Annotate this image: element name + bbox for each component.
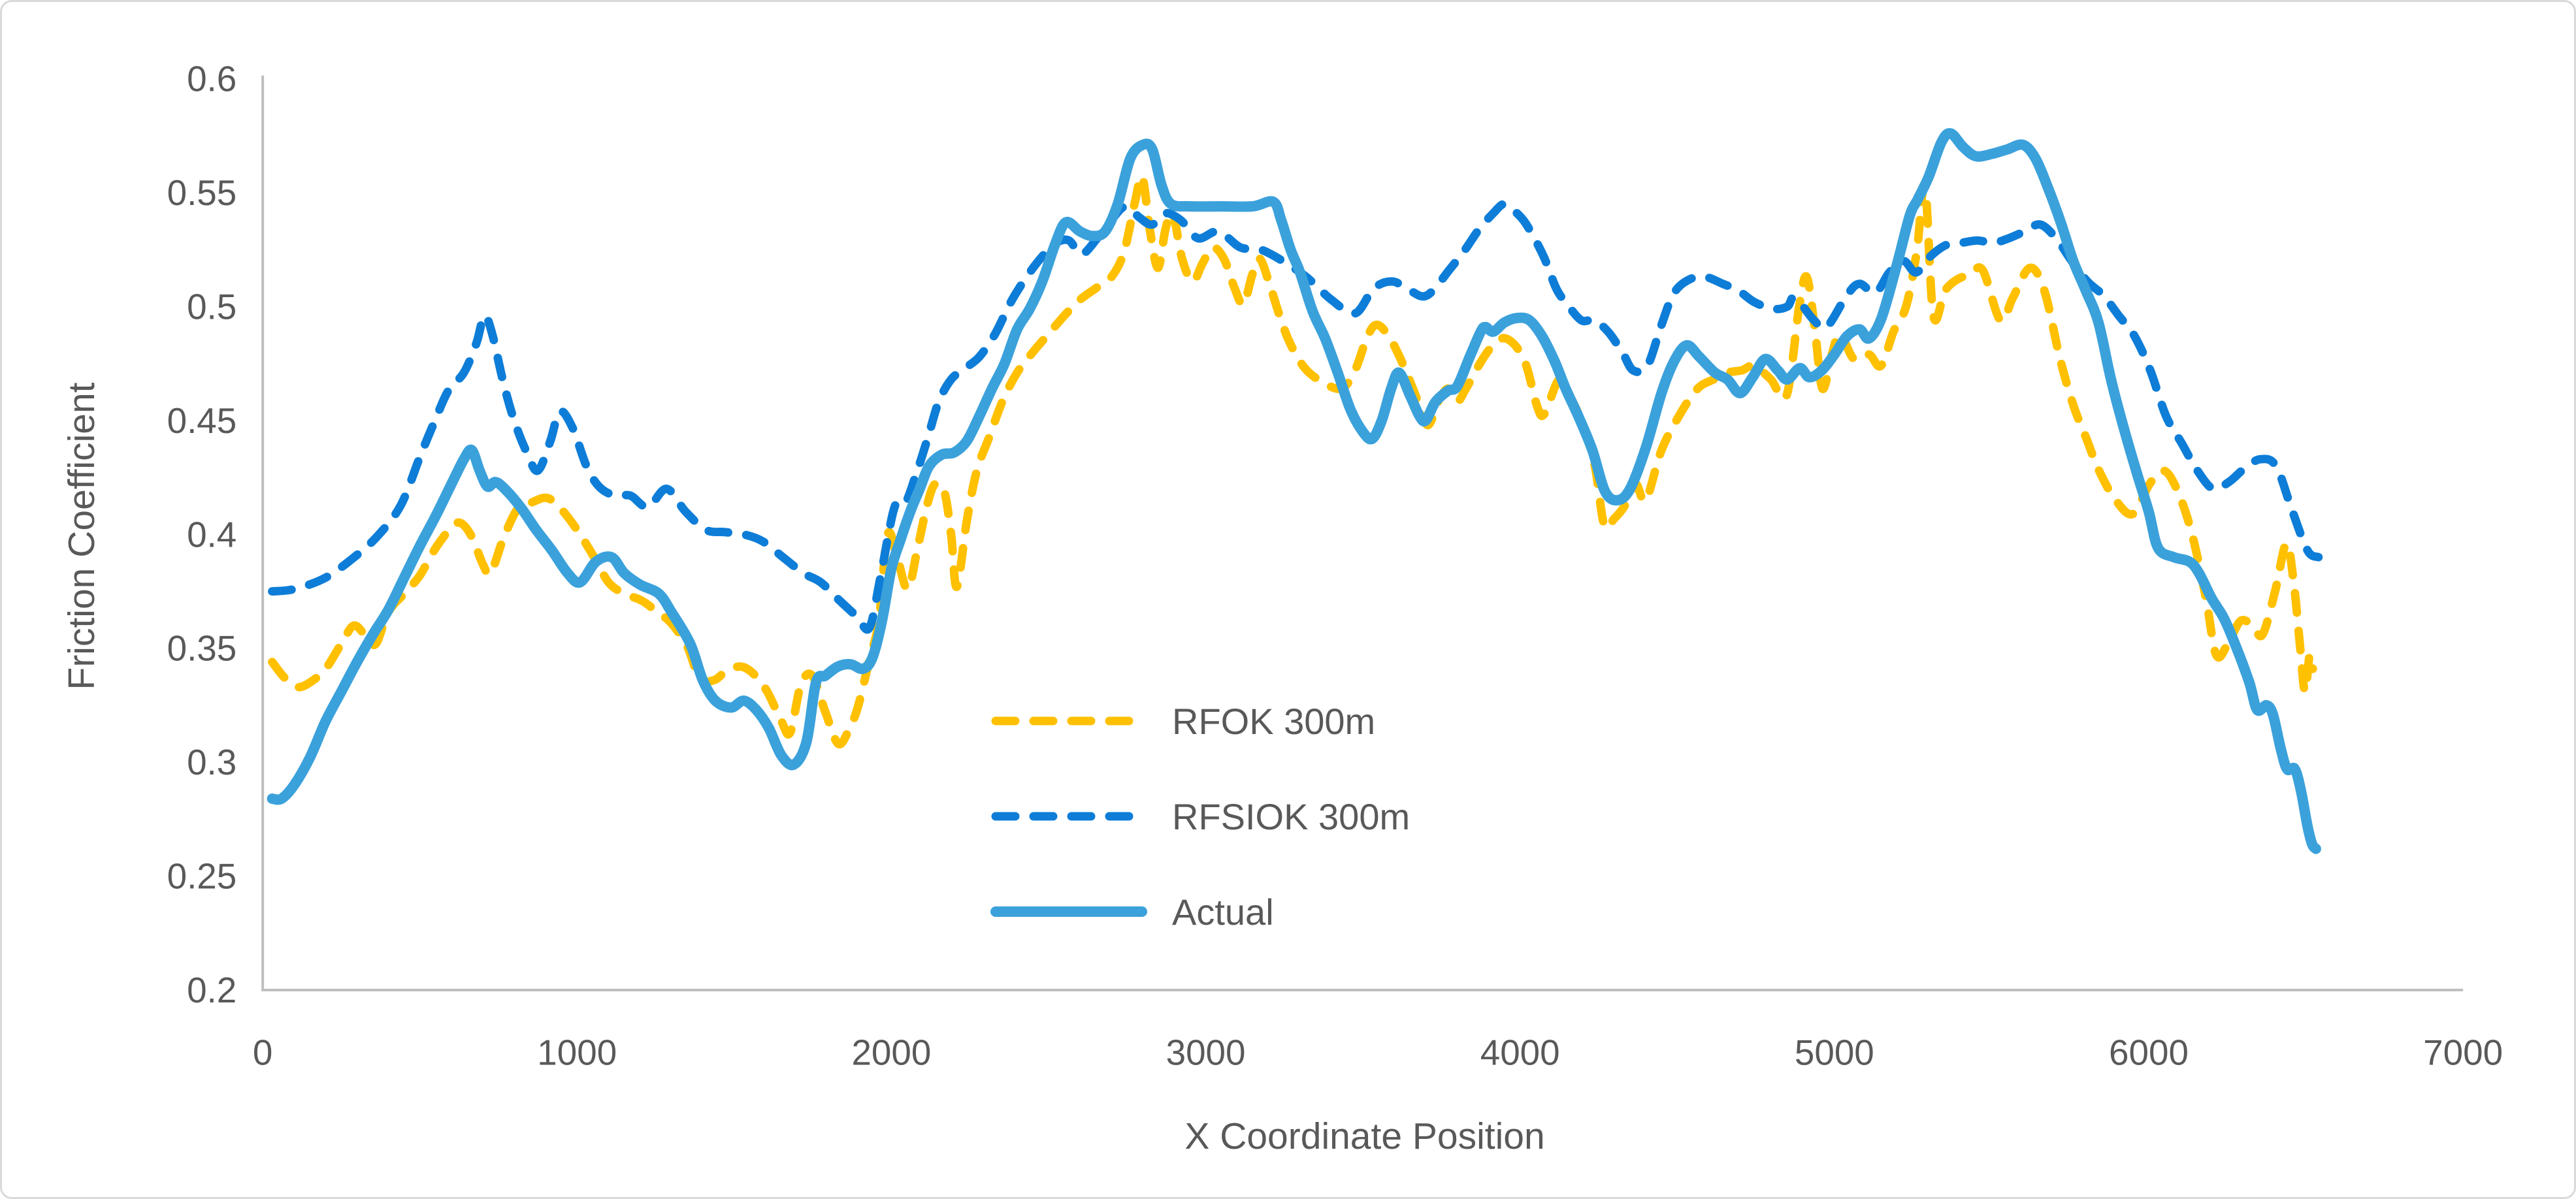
y-tick-label: 0.6: [187, 59, 236, 99]
legend: RFOK 300m RFSIOK 300m Actual: [990, 673, 1410, 959]
legend-swatch-solid-line-icon: [990, 906, 1147, 917]
legend-label: RFOK 300m: [1172, 700, 1376, 742]
x-tick-label: 0: [253, 1032, 272, 1073]
y-tick-label: 0.4: [187, 514, 236, 554]
legend-label: RFSIOK 300m: [1172, 795, 1410, 837]
x-tick-label: 5000: [1795, 1032, 1874, 1073]
legend-item-rfsiok-300m: RFSIOK 300m: [990, 769, 1410, 864]
legend-item-rfok-300m: RFOK 300m: [990, 673, 1410, 769]
x-tick-label: 1000: [537, 1032, 617, 1073]
x-tick-label: 4000: [1480, 1032, 1560, 1073]
x-tick-label: 7000: [2423, 1032, 2503, 1073]
series-line-rfsiok-300m: [268, 200, 2323, 634]
y-axis-title: Friction Coefficient: [61, 382, 103, 690]
legend-swatch-dashed-line-icon: [991, 716, 1147, 726]
y-tick-label: 0.45: [167, 400, 237, 441]
y-tick-label: 0.5: [187, 286, 236, 327]
x-tick-label: 2000: [851, 1032, 931, 1073]
y-tick-label: 0.2: [187, 970, 236, 1010]
y-tick-label: 0.25: [167, 856, 237, 897]
y-tick-label: 0.3: [187, 742, 236, 782]
x-tick-label: 6000: [2109, 1032, 2189, 1073]
legend-item-actual: Actual: [990, 864, 1410, 959]
x-axis-title: X Coordinate Position: [1184, 1115, 1545, 1157]
legend-label: Actual: [1172, 891, 1274, 933]
x-tick-label: 3000: [1166, 1032, 1246, 1073]
y-tick-label: 0.35: [167, 628, 237, 669]
y-tick-label: 0.55: [167, 172, 237, 213]
series-line-actual: [267, 128, 2321, 854]
legend-swatch-dashed-line-icon: [991, 812, 1147, 821]
series-line-rfok-300m: [268, 172, 2317, 748]
